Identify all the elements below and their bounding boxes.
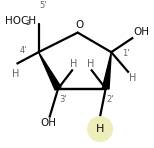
Polygon shape — [102, 52, 111, 89]
Text: OH: OH — [134, 27, 150, 37]
Text: OH: OH — [40, 118, 56, 128]
Text: 3': 3' — [59, 95, 67, 104]
Text: H: H — [96, 124, 104, 134]
Text: 4': 4' — [19, 46, 27, 55]
Text: H: H — [12, 69, 20, 79]
Text: O: O — [75, 20, 83, 30]
Text: 1': 1' — [122, 49, 129, 58]
Circle shape — [88, 117, 112, 141]
Text: 5': 5' — [39, 1, 47, 10]
Text: HOCH: HOCH — [5, 16, 36, 26]
Text: H: H — [87, 59, 94, 69]
Text: 2: 2 — [26, 20, 30, 26]
Text: H: H — [70, 59, 77, 69]
Text: 2': 2' — [106, 95, 114, 104]
Text: H: H — [130, 73, 137, 83]
Polygon shape — [38, 52, 61, 90]
